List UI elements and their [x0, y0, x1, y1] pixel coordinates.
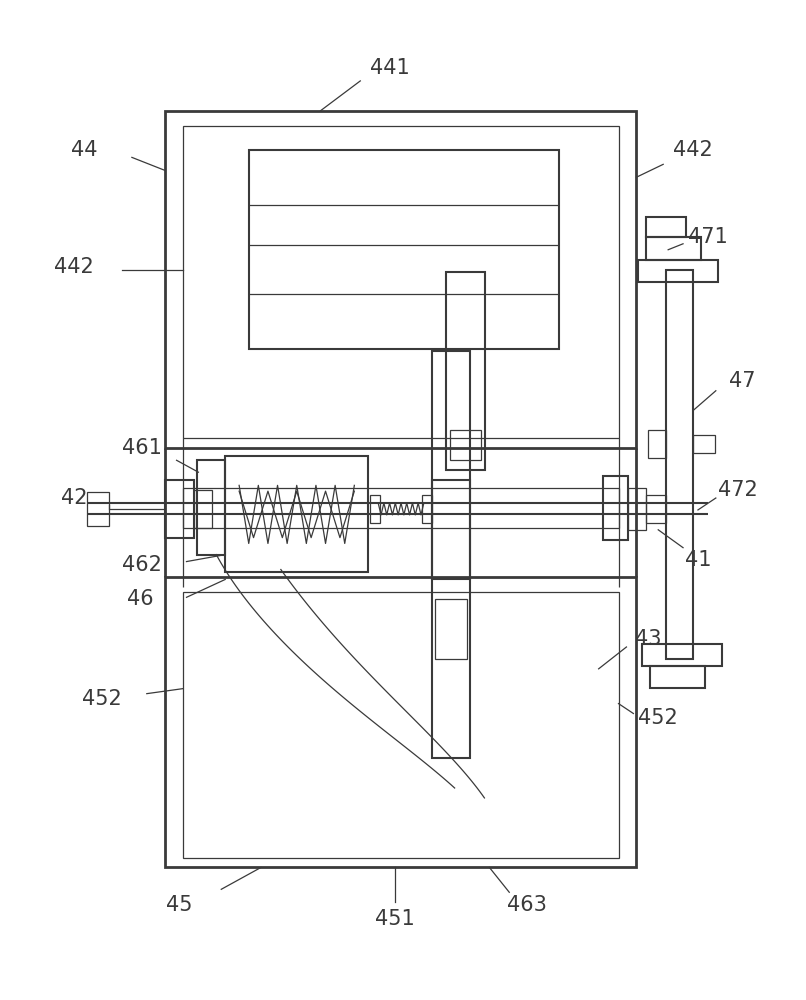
Text: 47: 47 — [729, 371, 756, 391]
Bar — [370, 495, 380, 523]
Bar — [182, 488, 618, 528]
Bar — [197, 460, 225, 555]
Bar — [446, 272, 485, 470]
Bar — [450, 430, 481, 460]
Bar — [629, 488, 646, 530]
Bar — [194, 490, 212, 528]
Bar — [422, 495, 432, 523]
Bar — [432, 351, 470, 579]
Text: 42: 42 — [61, 488, 88, 508]
Text: 43: 43 — [635, 629, 662, 649]
Bar — [646, 217, 686, 237]
Text: 472: 472 — [718, 480, 758, 500]
Bar — [642, 644, 722, 666]
Text: 441: 441 — [370, 58, 410, 78]
Bar — [182, 126, 618, 438]
Bar — [432, 480, 470, 758]
Text: 442: 442 — [673, 140, 713, 160]
Bar — [164, 577, 637, 867]
Bar — [650, 666, 705, 688]
Text: 462: 462 — [122, 555, 162, 575]
Text: 461: 461 — [122, 438, 162, 458]
Bar — [646, 237, 701, 260]
Bar — [667, 270, 693, 659]
Text: 451: 451 — [375, 909, 415, 929]
Bar — [603, 476, 629, 540]
Text: 46: 46 — [127, 589, 153, 609]
Text: 471: 471 — [688, 227, 728, 247]
Text: 463: 463 — [507, 895, 547, 915]
Bar — [164, 480, 194, 538]
Bar — [638, 260, 718, 282]
Text: 452: 452 — [638, 708, 678, 728]
Bar — [225, 456, 368, 572]
Text: 41: 41 — [685, 550, 711, 570]
Bar — [693, 435, 715, 453]
Text: 452: 452 — [82, 689, 122, 709]
Bar — [182, 592, 618, 858]
Text: 44: 44 — [71, 140, 98, 160]
Bar — [164, 111, 637, 448]
Bar — [87, 492, 109, 526]
Text: 442: 442 — [55, 257, 94, 277]
Bar — [249, 150, 559, 349]
Bar — [646, 495, 667, 523]
Bar — [648, 430, 667, 458]
Bar — [434, 599, 467, 659]
Text: 45: 45 — [166, 895, 193, 915]
